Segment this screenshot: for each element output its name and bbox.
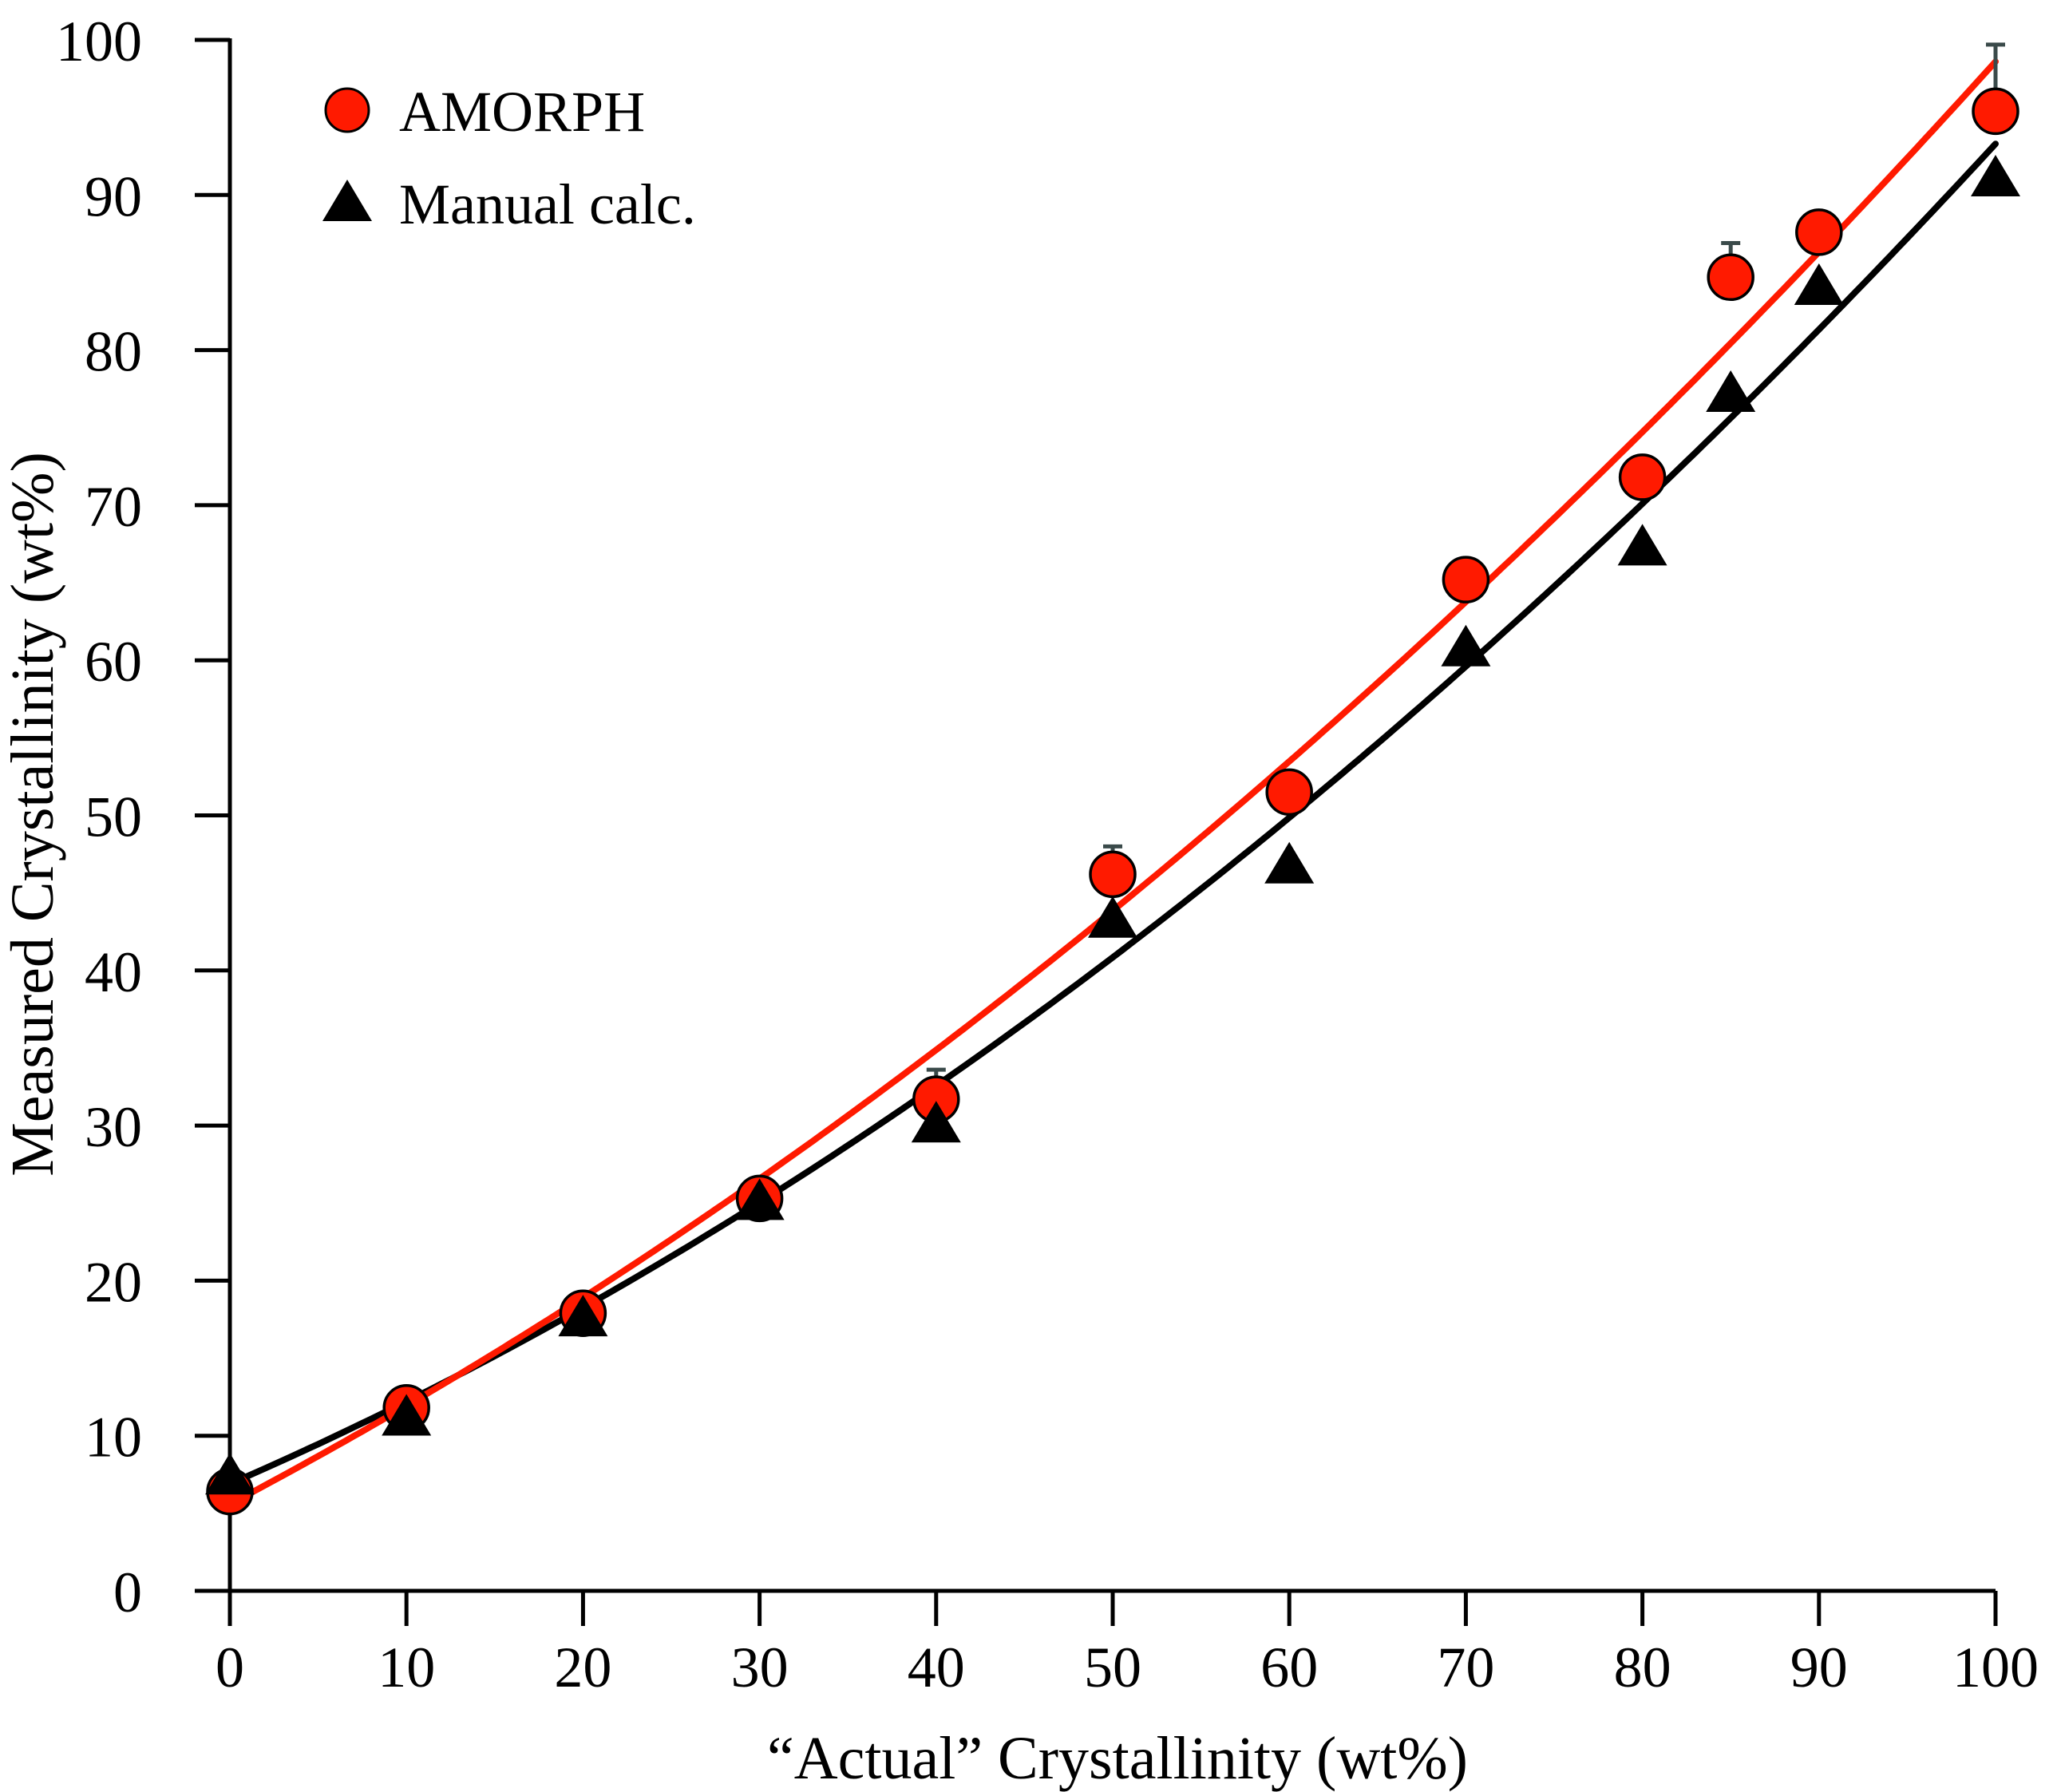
data-markers [205,87,2020,1516]
y-tick-label: 90 [85,164,142,228]
x-tick-label: 100 [1952,1636,2039,1699]
x-tick-label: 40 [908,1636,965,1699]
data-point-manual [1617,524,1667,566]
fit-line-manual [227,140,1999,1487]
legend: AMORPH Manual calc. [322,80,696,236]
y-tick-label: 40 [85,940,142,1004]
y-tick-label: 30 [85,1095,142,1159]
x-tick-label: 80 [1614,1636,1671,1699]
x-tick-label: 60 [1260,1636,1318,1699]
data-point-amorph [1442,556,1490,603]
legend-label-amorph: AMORPH [399,80,645,144]
data-point-manual [1794,263,1844,305]
y-tick-label: 70 [85,475,142,539]
x-tick-label: 30 [731,1636,789,1699]
legend-marker-manual [322,180,372,221]
data-point-manual [1971,154,2020,196]
x-tick-label: 20 [554,1636,611,1699]
y-tick-label: 80 [85,320,142,384]
legend-marker-amorph [324,87,370,133]
data-point-manual [1264,841,1315,884]
y-tick-label: 50 [85,785,142,849]
y-tick-label: 0 [113,1561,142,1624]
data-point-amorph [1707,253,1754,302]
data-point-amorph [1265,768,1313,817]
x-axis-title: “Actual” Crystallinity (wt%) [767,1725,1468,1792]
data-point-manual [205,1453,255,1495]
data-point-manual [734,1178,785,1220]
y-tick-label: 20 [85,1250,142,1314]
y-axis-title: Measured Crystallinity (wt%) [0,452,66,1177]
x-tick-label: 70 [1437,1636,1494,1699]
legend-label-manual: Manual calc. [399,172,696,236]
x-tick-label: 0 [216,1636,244,1699]
data-point-amorph [1972,87,2019,136]
x-tick-label: 10 [378,1636,435,1699]
data-point-manual [382,1394,432,1436]
x-tick-label: 50 [1084,1636,1141,1699]
y-tick-label: 60 [85,630,142,694]
y-tick-label: 10 [85,1406,142,1470]
y-tick-label: 100 [56,10,142,73]
axes: 0 10 20 30 40 50 60 70 80 90 100 0 10 20 30 40 50 60 70 80 9… [56,10,2039,1699]
data-point-amorph [1795,208,1843,256]
data-point-manual [1088,896,1137,938]
data-point-amorph [1089,850,1137,899]
data-point-manual [911,1101,961,1143]
x-tick-label: 90 [1790,1636,1848,1699]
data-point-manual [1706,370,1756,413]
data-point-manual [1441,624,1491,667]
data-point-amorph [1618,453,1667,501]
data-point-manual [558,1295,608,1337]
